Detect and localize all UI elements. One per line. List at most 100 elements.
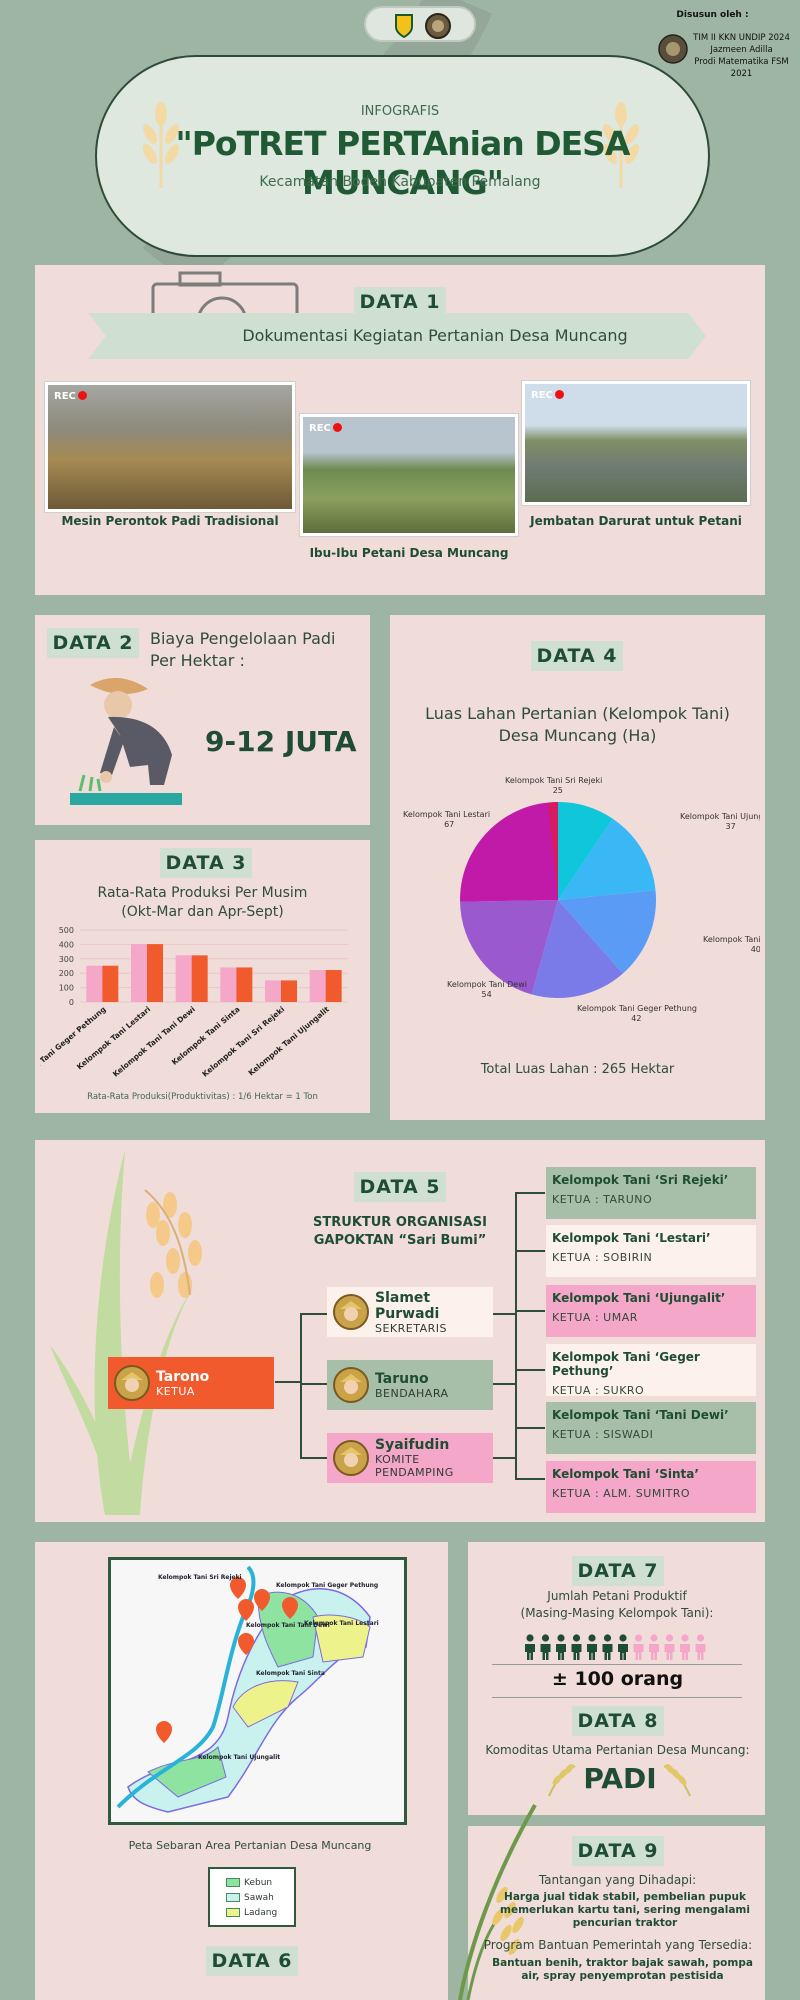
data1-tag: DATA 1: [354, 287, 446, 317]
bar: [86, 965, 103, 1002]
data8-value: PADI: [583, 1762, 657, 1795]
farmer-group-card: Kelompok Tani ‘Lestari’ KETUA : SOBIRIN: [546, 1225, 756, 1277]
y-tick-label: 0: [69, 998, 74, 1007]
legend-label: Ladang: [244, 1907, 278, 1918]
pie-slice-label: Kelompok Tani Dewi: [447, 980, 527, 989]
data9-program-text: Bantuan benih, traktor bajak sawah, pomp…: [492, 1957, 753, 1982]
leader-ketua: Tarono KETUA: [108, 1357, 274, 1409]
data7-tag: DATA 7: [572, 1556, 664, 1586]
pie-slice: [558, 890, 656, 974]
bar: [220, 967, 237, 1002]
person-icon: [649, 1644, 659, 1660]
leader-role: BENDAHARA: [375, 1386, 449, 1400]
data5-title-line: GAPOKTAN “Sari Bumi”: [313, 1233, 487, 1248]
bar: [281, 980, 297, 1002]
person-icon: [587, 1644, 597, 1660]
person-icon: [603, 1634, 612, 1642]
farmer-group-title: Kelompok Tani ‘Ujungalit’: [552, 1291, 726, 1305]
y-tick-label: 200: [59, 969, 74, 978]
data3-title-line: Rata-Rata Produksi Per Musim: [97, 885, 308, 901]
credits-heading: Disusun oleh :: [676, 10, 749, 20]
pie-slice: [558, 802, 613, 900]
pie-slice: [531, 900, 623, 998]
farmer-group-title: Kelompok Tani ‘Tani Dewi’: [552, 1408, 729, 1422]
pie-slice-value: 25: [553, 786, 563, 795]
page-title: "PoTRET PERTAnian DESA MUNCANG": [175, 124, 631, 202]
wheat-left-small-icon: [548, 1764, 576, 1797]
data8-tag: DATA 8: [572, 1706, 664, 1736]
person-icon: [634, 1634, 643, 1642]
map-label: Kelompok Tani Geger Pethung: [276, 1582, 378, 1589]
data9-tag: DATA 9: [572, 1836, 664, 1866]
farmer-group-title: Kelompok Tani ‘Sinta’: [552, 1467, 699, 1481]
data8-label: Komoditas Utama Pertanian Desa Muncang:: [485, 1743, 750, 1757]
data2-tag: DATA 2: [47, 628, 139, 658]
wheat-right-icon: [603, 102, 639, 188]
photo-caption: Ibu-Ibu Petani Desa Muncang: [309, 546, 509, 560]
y-tick-label: 300: [59, 955, 74, 964]
person-icon: [556, 1644, 566, 1660]
data1-banner-text: Dokumentasi Kegiatan Pertanian Desa Munc…: [242, 326, 628, 345]
pie-slice-value: 37: [726, 822, 736, 831]
map-label: Kelompok Tani Ujungalit: [198, 1754, 280, 1761]
header-subtitle: Kecamatan Bodeh Kabupaten Pemalang: [259, 174, 541, 190]
bar: [131, 944, 147, 1002]
legend-swatch: [226, 1878, 240, 1887]
person-icon: [695, 1644, 706, 1660]
leader-name: Tarono: [156, 1368, 210, 1385]
farmer-group-card: Kelompok Tani ‘Sri Rejeki’ KETUA : TARUNO: [546, 1167, 756, 1219]
pie-slice-value: 42: [631, 1014, 641, 1023]
data7-8-panel: [468, 1542, 765, 1815]
farmer-group-ketua: KETUA : SOBIRIN: [552, 1251, 653, 1264]
regency-logo-icon: [395, 13, 451, 39]
bar: [325, 970, 342, 1002]
legend-label: Sawah: [244, 1892, 274, 1903]
pie-slice-label: Kelompok Tani Sri Rejeki: [505, 776, 602, 785]
data2-label-line: Per Hektar :: [150, 651, 245, 670]
bar: [265, 980, 281, 1002]
photo-rice-thresher: REC: [45, 382, 295, 512]
pie-slice: [558, 818, 656, 900]
header-kicker: INFOGRAFIS: [360, 104, 440, 119]
connector-line: [300, 1457, 328, 1459]
connector-line: [300, 1313, 302, 1459]
connector-line: [275, 1381, 300, 1383]
bar: [147, 944, 163, 1002]
bar: [175, 955, 192, 1002]
wheat-left-icon: [143, 102, 179, 188]
farmers-people-icon: [525, 1634, 706, 1660]
y-tick-label: 100: [59, 984, 74, 993]
production-bar-chart: 0100200300400500Kelompok Tani Geger Peth…: [40, 926, 348, 1092]
person-icon: [557, 1634, 565, 1642]
leader-name: Syaifudin: [375, 1437, 450, 1453]
rec-indicator: REC: [54, 391, 87, 402]
map-label: Kelompok Tani Sri Rejeki: [158, 1574, 242, 1581]
data3-footnote: Rata-Rata Produksi(Produktivitas) : 1/6 …: [87, 1092, 318, 1102]
credits-line: Prodi Matematika FSM 2021: [694, 57, 789, 79]
divider: [492, 1664, 742, 1665]
person-icon: [588, 1634, 596, 1642]
person-icon: [571, 1644, 582, 1660]
data3-tag: DATA 3: [160, 848, 252, 878]
data2-label: Biaya Pengelolaan Padi Per Hektar :: [150, 628, 365, 672]
leader-sekretaris: Slamet Purwadi SEKRETARIS: [327, 1287, 493, 1337]
person-icon: [602, 1644, 613, 1660]
person-icon: [541, 1634, 550, 1642]
person-icon: [665, 1634, 674, 1642]
data3-title-line: (Okt-Mar dan Apr-Sept): [121, 904, 284, 920]
x-tick-label: Kelompok Tani Sri Rejeki: [200, 1005, 286, 1079]
photo-caption: Jembatan Darurat untuk Petani: [530, 514, 742, 528]
rec-indicator: REC: [531, 390, 564, 401]
rec-indicator: REC: [309, 423, 342, 434]
connector-line: [515, 1310, 545, 1312]
legend-swatch: [226, 1893, 240, 1902]
connector-line: [515, 1369, 545, 1371]
data5-tag: DATA 5: [354, 1172, 446, 1202]
data4-title: Luas Lahan Pertanian (Kelompok Tani) Des…: [400, 703, 755, 747]
data4-title-line: Desa Muncang (Ha): [498, 726, 657, 745]
divider: [492, 1697, 742, 1698]
pie-slice-label: Kelompok Tani Geger Pethung: [577, 1004, 697, 1013]
data6-caption: Peta Sebaran Area Pertanian Desa Muncang: [128, 1839, 372, 1852]
person-icon: [680, 1644, 690, 1660]
leader-role: SEKRETARIS: [375, 1321, 447, 1335]
